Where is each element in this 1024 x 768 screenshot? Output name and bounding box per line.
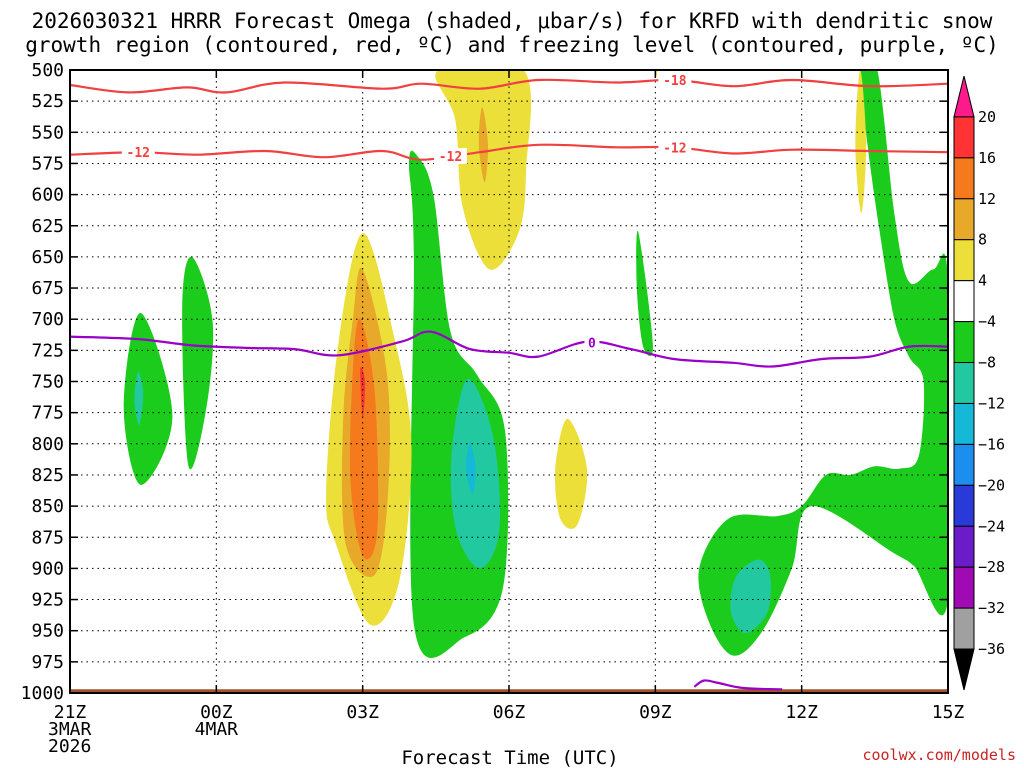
colorbar-segment [953, 321, 975, 364]
chart-title-line-2: growth region (contoured, red, ºC) and f… [25, 33, 999, 57]
omega-region--4to-8-3 [636, 230, 653, 357]
y-tick-label-650: 650 [31, 247, 64, 268]
contour-label--12: -12 [663, 141, 686, 156]
x-tick-label-4MAR: 4MAR [195, 719, 239, 740]
colorbar-segment [953, 484, 975, 527]
y-tick-label-900: 900 [31, 558, 64, 579]
contour-sfc-3 [693, 679, 783, 691]
y-tick-label-1000: 1000 [21, 683, 64, 704]
colorbar-label-4: 4 [978, 272, 987, 290]
omega-region-4to8-12 [855, 70, 867, 214]
contour-label-bg [121, 144, 155, 161]
chart-title-line-1: 2026030321 HRRR Forecast Omega (shaded, … [32, 9, 993, 33]
contour-label--18: -18 [663, 74, 687, 89]
colorbar-label--12: −12 [978, 394, 1005, 412]
omega-shading-layer [123, 70, 948, 659]
colorbar-segment [953, 157, 975, 200]
omega-region-12to16-16 [349, 318, 379, 560]
y-tick-label-875: 875 [31, 527, 64, 548]
y-tick-label-800: 800 [31, 434, 64, 455]
y-tick-label-700: 700 [31, 309, 64, 330]
y-tick-label-575: 575 [31, 153, 64, 174]
contour-label-bg [658, 71, 692, 88]
omega-region--12to-16-8 [466, 443, 476, 494]
y-tick-label-750: 750 [31, 372, 64, 393]
contour-label--12: -12 [439, 150, 462, 165]
contour-0-2 [70, 330, 948, 368]
y-tick-label-525: 525 [31, 91, 64, 112]
contour--18-0 [70, 78, 948, 94]
colorbar-label-16: 16 [978, 149, 996, 167]
y-tick-label-950: 950 [31, 621, 64, 642]
colorbar-label--16: −16 [978, 435, 1005, 453]
colorbar-segment [953, 198, 975, 241]
omega-region--8to-12-7 [730, 559, 771, 634]
omega-region--4to-8-0 [123, 312, 173, 485]
colorbar-label--28: −28 [978, 558, 1005, 576]
colorbar-label--8: −8 [978, 354, 996, 372]
omega-region--4to-8-1 [182, 256, 214, 470]
colorbar: 20 16 12 8 4 −4 −8 −12 −16 −20 −24 −28 −32 −36 [953, 75, 1005, 691]
contour-label--12: -12 [127, 146, 150, 161]
omega-region--4to-8-4 [698, 70, 948, 656]
colorbar-label--24: −24 [978, 517, 1005, 535]
y-tick-label-975: 975 [31, 652, 64, 673]
y-tick-label-550: 550 [31, 122, 64, 143]
colorbar-label--36: −36 [978, 640, 1005, 658]
contour-label-0: 0 [588, 336, 596, 351]
colorbar-segment-bottom [953, 648, 975, 691]
x-tick-label-03Z: 03Z [346, 702, 379, 723]
colorbar-label-20: 20 [978, 108, 996, 126]
colorbar-segment [953, 239, 975, 282]
y-tick-label-775: 775 [31, 403, 64, 424]
contour-label-bg [658, 139, 692, 156]
contour-label-bg [433, 147, 467, 164]
colorbar-segment [953, 280, 975, 323]
credit-text[interactable]: coolwx.com/models [862, 746, 1016, 764]
omega-region-16to20-17 [360, 367, 366, 420]
x-tick-label-12Z: 12Z [785, 702, 818, 723]
colorbar-segment [953, 116, 975, 159]
grid-layer [70, 70, 948, 693]
colorbar-segment [953, 362, 975, 404]
y-tick-label-850: 850 [31, 496, 64, 517]
x-tick-label-2026: 2026 [48, 736, 91, 757]
colorbar-segment-top [953, 75, 975, 118]
y-axis: 500 525 550 575 600 625 650 675 700 725 750 775 800 8… [21, 60, 948, 704]
y-tick-label-625: 625 [31, 216, 64, 237]
colorbar-label-8: 8 [978, 231, 987, 249]
x-tick-label-09Z: 09Z [639, 702, 672, 723]
colorbar-label--32: −32 [978, 599, 1005, 617]
colorbar-label--4: −4 [978, 313, 996, 331]
y-tick-label-600: 600 [31, 185, 64, 206]
contour--12-1 [70, 143, 948, 161]
x-tick-label-3MAR: 3MAR [48, 719, 92, 740]
omega-region-8to12-15 [478, 107, 489, 183]
y-tick-label-725: 725 [31, 340, 64, 361]
colorbar-segment [953, 443, 975, 486]
colorbar-segment [953, 607, 975, 650]
omega-region--8to-12-6 [134, 371, 144, 426]
colorbar-label--20: −20 [978, 476, 1005, 494]
y-tick-label-925: 925 [31, 590, 64, 611]
x-tick-label-00Z: 00Z [200, 702, 233, 723]
y-tick-label-500: 500 [31, 60, 64, 81]
omega-region-4to8-11 [554, 418, 588, 529]
x-tick-label-15Z: 15Z [932, 702, 965, 723]
contour-label-bg [584, 334, 600, 351]
colorbar-segment [953, 525, 975, 568]
colorbar-label-12: 12 [978, 190, 996, 208]
y-tick-label-675: 675 [31, 278, 64, 299]
x-tick-label-06Z: 06Z [493, 702, 526, 723]
x-tick-label-21Z: 21Z [54, 702, 87, 723]
x-axis-label: Forecast Time (UTC) [401, 747, 618, 768]
y-tick-label-825: 825 [31, 465, 64, 486]
colorbar-segment [953, 566, 975, 609]
colorbar-segment [953, 402, 975, 445]
contour-layer: -18 -12 -12 -12 0 [70, 71, 948, 691]
